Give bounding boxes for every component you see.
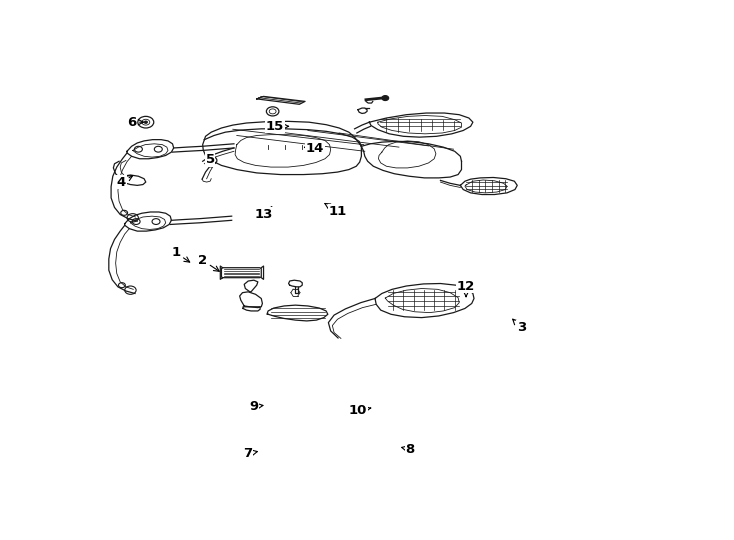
Text: 9: 9 (250, 400, 263, 413)
Circle shape (144, 121, 148, 124)
Text: 7: 7 (244, 447, 258, 460)
Text: 5: 5 (206, 153, 214, 167)
Text: 10: 10 (349, 404, 371, 417)
Text: 14: 14 (305, 143, 324, 156)
Text: 11: 11 (325, 204, 346, 218)
Text: 15: 15 (266, 120, 288, 133)
Text: 2: 2 (198, 254, 219, 271)
Text: 1: 1 (171, 246, 189, 262)
Text: 6: 6 (127, 116, 143, 129)
Text: 8: 8 (401, 443, 415, 456)
Text: 3: 3 (513, 319, 526, 334)
Text: 4: 4 (117, 176, 133, 188)
Text: 13: 13 (255, 207, 273, 221)
Text: 12: 12 (457, 280, 475, 296)
Circle shape (382, 96, 389, 100)
